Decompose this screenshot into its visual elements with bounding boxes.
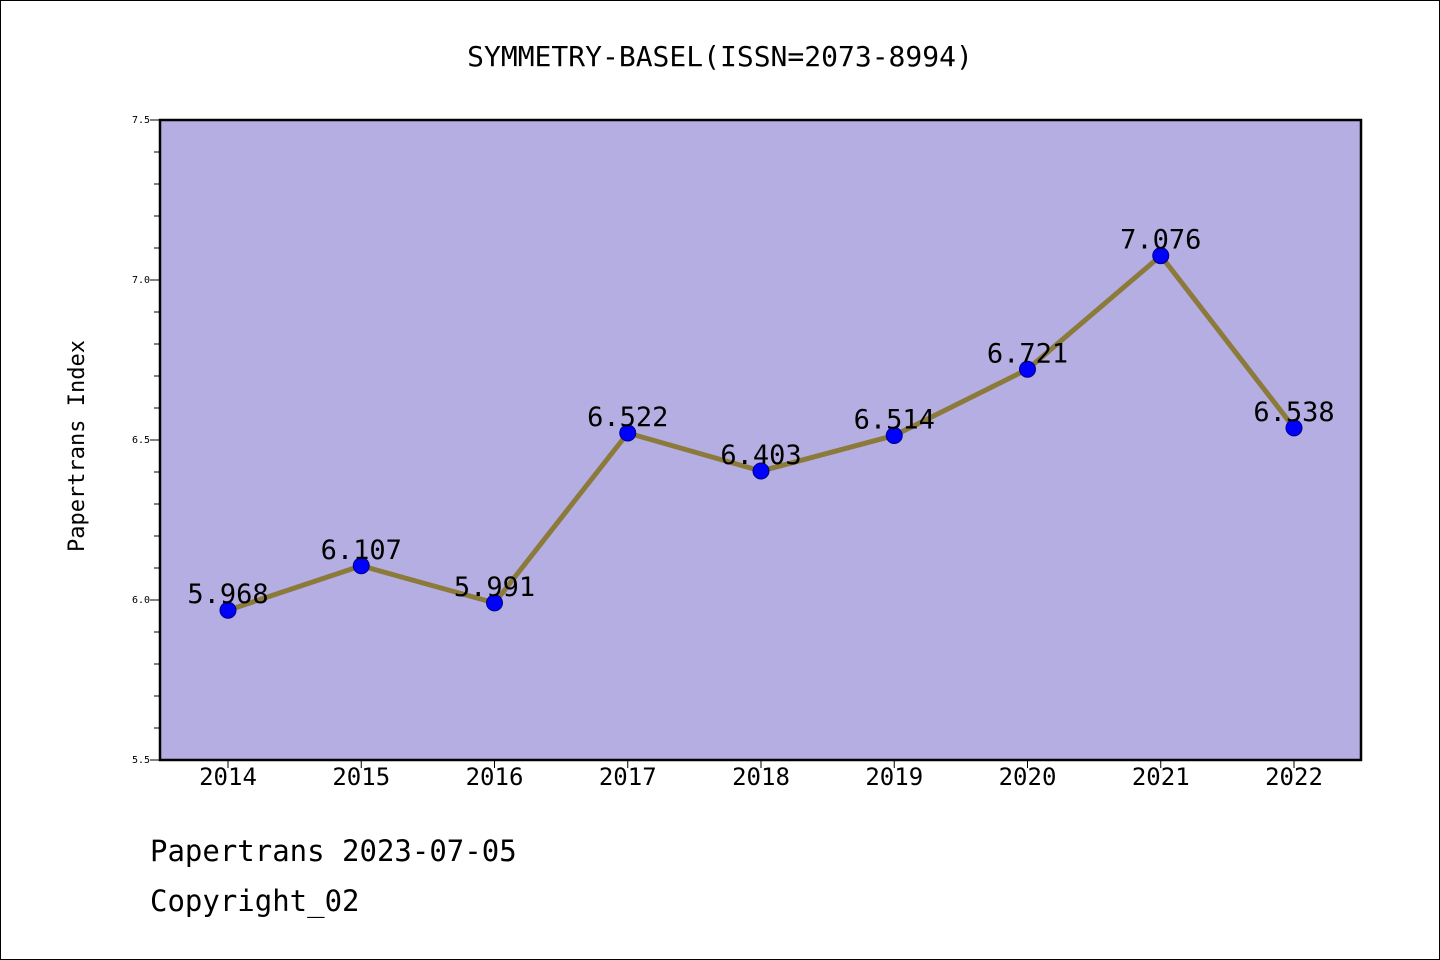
data-label: 6.514 [854, 405, 935, 436]
x-tick-label: 2017 [599, 763, 657, 791]
data-point [885, 427, 903, 445]
plot-border [158, 118, 1363, 762]
plot-area [160, 120, 1361, 760]
data-label: 5.968 [187, 579, 268, 610]
data-label: 5.991 [454, 572, 535, 603]
y-tick-label: 7.5 [132, 115, 150, 126]
y-tick-label: 7.0 [132, 275, 150, 286]
footer-copyright: Copyright_02 [150, 884, 360, 918]
data-point [486, 594, 503, 612]
data-point [619, 424, 637, 442]
x-tick-label: 2021 [1132, 763, 1190, 791]
series-group: 5.968 6.107 5.991 6.522 6.403 6.514 6.721 7.076… [187, 225, 1335, 619]
data-label: 6.538 [1253, 397, 1334, 428]
data-point [752, 462, 770, 480]
data-label: 6.721 [987, 338, 1068, 369]
data-label: 7.076 [1120, 225, 1201, 256]
x-tick-label: 2014 [199, 763, 257, 791]
x-tick-label: 2016 [466, 763, 524, 791]
data-point [1152, 247, 1170, 265]
y-tick-label: 6.5 [132, 435, 150, 446]
data-point [219, 601, 237, 619]
y-tick-label: 6.0 [132, 595, 150, 606]
y-axis-label: Papertrans Index [65, 340, 90, 552]
y-axis: 5.5 6.0 6.5 7.0 7.5 [132, 115, 160, 766]
x-tick-label: 2019 [865, 763, 923, 791]
data-label: 6.403 [720, 440, 801, 471]
chart-title: SYMMETRY-BASEL(ISSN=2073-8994) [467, 40, 973, 73]
x-tick-label: 2015 [332, 763, 390, 791]
x-axis: 2014 2015 2016 2017 2018 2019 2020 2021 2022 [199, 760, 1323, 791]
data-point [1285, 419, 1303, 437]
x-tick-label: 2022 [1265, 763, 1323, 791]
data-point [1019, 360, 1036, 378]
data-label: 6.107 [321, 535, 402, 566]
x-tick-label: 2018 [732, 763, 790, 791]
data-point [352, 557, 370, 575]
x-tick-label: 2020 [999, 763, 1057, 791]
data-label: 6.522 [587, 402, 668, 433]
footer-date: Papertrans 2023-07-05 [150, 834, 517, 868]
y-tick-label: 5.5 [132, 755, 150, 766]
